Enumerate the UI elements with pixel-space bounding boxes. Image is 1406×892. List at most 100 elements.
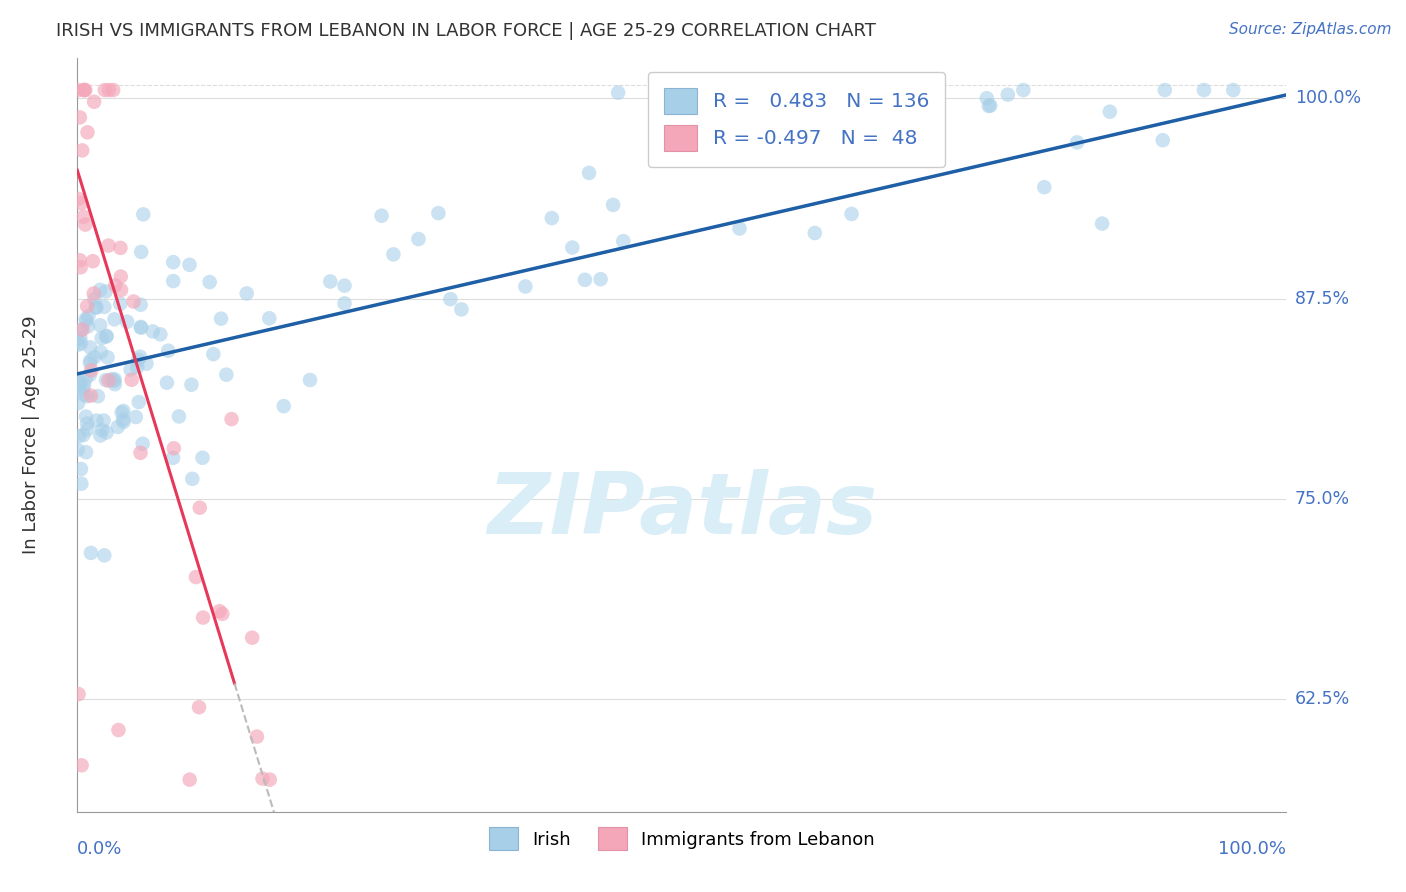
- Point: [76, 422, 98, 436]
- Point: [70, 336, 93, 351]
- Point: [94, 83, 117, 97]
- Point: [142, 325, 165, 339]
- Text: IRISH VS IMMIGRANTS FROM LEBANON IN LABOR FORCE | AGE 25-29 CORRELATION CHART: IRISH VS IMMIGRANTS FROM LEBANON IN LABO…: [56, 22, 876, 40]
- Point: [104, 278, 127, 293]
- Text: 0.0%: 0.0%: [77, 840, 122, 858]
- Point: [82, 254, 104, 268]
- Point: [90, 331, 112, 345]
- Point: [70, 462, 93, 476]
- Legend: Irish, Immigrants from Lebanon: Irish, Immigrants from Lebanon: [479, 818, 884, 859]
- Point: [107, 420, 129, 434]
- Point: [96, 329, 118, 343]
- Point: [89, 318, 111, 333]
- Point: [1192, 83, 1215, 97]
- Point: [97, 83, 120, 97]
- Point: [602, 198, 624, 212]
- Point: [67, 83, 90, 97]
- Point: [120, 362, 142, 376]
- Point: [728, 221, 751, 235]
- Text: In Labor Force | Age 25-29: In Labor Force | Age 25-29: [22, 316, 41, 554]
- Point: [298, 373, 321, 387]
- Point: [408, 232, 430, 246]
- Point: [259, 772, 281, 787]
- Point: [128, 395, 150, 409]
- Point: [131, 436, 153, 450]
- Point: [129, 350, 152, 364]
- Point: [209, 311, 232, 326]
- Point: [191, 450, 214, 465]
- Point: [93, 300, 115, 314]
- Point: [180, 377, 202, 392]
- Point: [73, 83, 96, 97]
- Point: [75, 445, 97, 459]
- Point: [979, 98, 1001, 112]
- Point: [66, 396, 89, 410]
- Point: [87, 389, 110, 403]
- Point: [72, 210, 94, 224]
- Point: [96, 329, 118, 343]
- Point: [83, 292, 105, 306]
- Point: [188, 700, 211, 714]
- Point: [91, 423, 114, 437]
- Point: [167, 409, 190, 424]
- Point: [208, 604, 231, 618]
- Point: [76, 389, 98, 403]
- Point: [450, 302, 472, 317]
- Point: [75, 83, 97, 97]
- Point: [107, 723, 129, 737]
- Point: [66, 442, 89, 457]
- Point: [72, 381, 94, 395]
- Point: [66, 333, 89, 347]
- Point: [179, 772, 201, 787]
- Point: [129, 244, 152, 259]
- Point: [127, 360, 149, 375]
- Text: 87.5%: 87.5%: [1295, 290, 1350, 308]
- Point: [1222, 83, 1244, 97]
- Point: [101, 83, 124, 97]
- Point: [1066, 136, 1088, 150]
- Point: [70, 322, 93, 336]
- Point: [162, 274, 184, 288]
- Point: [1153, 83, 1175, 97]
- Point: [156, 376, 179, 390]
- Point: [86, 300, 108, 314]
- Point: [127, 352, 149, 367]
- Point: [90, 345, 112, 359]
- Point: [977, 99, 1000, 113]
- Point: [211, 607, 233, 621]
- Point: [73, 83, 96, 97]
- Point: [77, 319, 100, 334]
- Point: [240, 631, 263, 645]
- Point: [67, 383, 90, 397]
- Point: [72, 323, 94, 337]
- Point: [94, 373, 117, 387]
- Point: [561, 240, 583, 254]
- Point: [69, 376, 91, 390]
- Point: [157, 343, 180, 358]
- Point: [1033, 180, 1056, 194]
- Point: [184, 570, 207, 584]
- Point: [755, 97, 778, 112]
- Point: [111, 412, 134, 426]
- Point: [259, 311, 281, 326]
- Point: [79, 340, 101, 354]
- Point: [89, 428, 111, 442]
- Point: [1091, 217, 1114, 231]
- Point: [110, 269, 132, 284]
- Point: [179, 258, 201, 272]
- Point: [439, 292, 461, 306]
- Point: [72, 428, 94, 442]
- Point: [111, 405, 134, 419]
- Point: [83, 95, 105, 109]
- Point: [804, 226, 827, 240]
- Point: [69, 260, 91, 275]
- Point: [76, 417, 98, 431]
- Point: [80, 546, 103, 560]
- Point: [67, 375, 90, 389]
- Point: [69, 111, 91, 125]
- Point: [70, 476, 93, 491]
- Point: [84, 301, 107, 315]
- Point: [110, 297, 132, 311]
- Point: [70, 144, 93, 158]
- Point: [75, 372, 97, 386]
